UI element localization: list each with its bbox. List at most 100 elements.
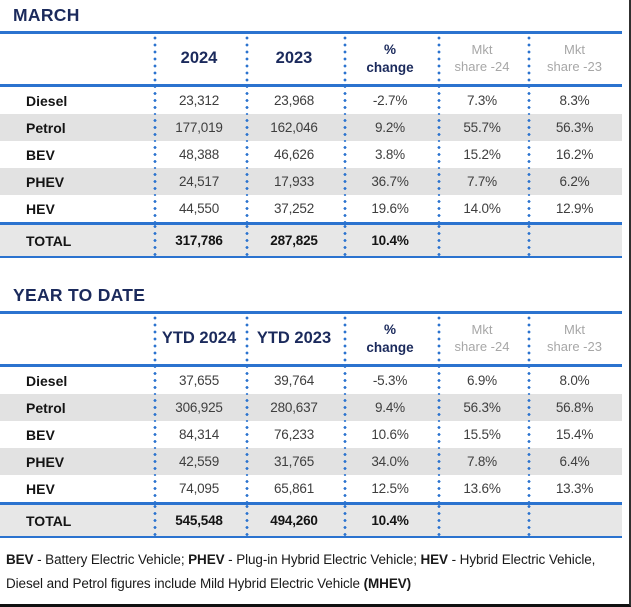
value-cell: 65,861 [245,475,343,502]
value-cell: 37,655 [153,367,245,394]
march-row-phev: PHEV 24,517 17,933 36.7% 7.7% 6.2% [0,168,622,195]
value-cell: 55.7% [437,114,527,141]
value-cell: 280,637 [245,394,343,421]
value-cell: 24,517 [153,168,245,195]
value-cell: 37,252 [245,195,343,222]
value-cell: 23,968 [245,87,343,114]
march-row-hev: HEV 44,550 37,252 19.6% 14.0% 12.9% [0,195,622,222]
corner-cell [0,34,153,84]
row-label: Diesel [26,372,68,389]
footnote: BEV - Battery Electric Vehicle; PHEV - P… [0,543,622,604]
value-cell: 10.4% [343,505,437,536]
value-cell: 56.3% [527,114,622,141]
value-cell: 39,764 [245,367,343,394]
ytd-row-phev: PHEV 42,559 31,765 34.0% 7.8% 6.4% [0,448,622,475]
footnote-text: - Hybrid Electric Vehicle, [447,552,596,567]
column-header: Mkt share -23 [527,34,622,84]
value-cell [527,505,622,536]
value-cell: 15.4% [527,421,622,448]
row-label: Petrol [26,399,66,416]
value-cell: 56.3% [437,394,527,421]
value-cell: 15.5% [437,421,527,448]
footnote-abbreviation: (MHEV) [363,575,412,591]
value-cell: -2.7% [343,87,437,114]
footnote-line: Diesel and Petrol figures include Mild H… [6,572,612,596]
march-table-title: MARCH [13,5,80,25]
figure-content: MARCH 2024 2023% change Mkt share -24 Mkt s… [0,5,622,604]
footnote-text: - Plug-in Hybrid Electric Vehicle; [224,552,421,567]
row-label: HEV [26,480,55,497]
value-cell: 76,233 [245,421,343,448]
value-cell: 42,559 [153,448,245,475]
column-header: % change [343,34,437,84]
value-cell: 7.8% [437,448,527,475]
ytd-row-diesel: Diesel 37,655 39,764 -5.3% 6.9% 8.0% [0,367,622,394]
march-header-row: 2024 2023% change Mkt share -24 Mkt share -… [0,31,622,87]
value-cell: 48,388 [153,141,245,168]
row-label: Petrol [26,119,66,136]
value-cell: 6.9% [437,367,527,394]
value-cell: 23,312 [153,87,245,114]
value-cell: 36.7% [343,168,437,195]
row-label: PHEV [26,453,65,470]
march-table-section: MARCH 2024 2023% change Mkt share -24 Mkt s… [0,5,622,258]
march-row-diesel: Diesel 23,312 23,968 -2.7% 7.3% 8.3% [0,87,622,114]
column-header: % change [343,314,437,364]
value-cell: 15.2% [437,141,527,168]
value-cell: 8.0% [527,367,622,394]
value-cell: 6.4% [527,448,622,475]
value-cell: 494,260 [245,505,343,536]
value-cell: 17,933 [245,168,343,195]
value-cell: 317,786 [153,225,245,256]
value-cell: 46,626 [245,141,343,168]
column-header: 2024 [153,34,245,84]
value-cell: 287,825 [245,225,343,256]
footnote-line: BEV - Battery Electric Vehicle; PHEV - P… [6,548,612,572]
value-cell: 84,314 [153,421,245,448]
value-cell: 306,925 [153,394,245,421]
value-cell: 56.8% [527,394,622,421]
value-cell: 12.9% [527,195,622,222]
value-cell: 177,019 [153,114,245,141]
value-cell: 10.6% [343,421,437,448]
corner-cell [0,314,153,364]
column-header: Mkt share -24 [437,34,527,84]
row-label: BEV [26,146,55,163]
march-row-petrol: Petrol 177,019 162,046 9.2% 55.7% 56.3% [0,114,622,141]
footnote-abbreviation: HEV [420,552,449,567]
column-header: YTD 2024 [153,314,245,364]
footnote-abbreviation: PHEV [188,552,225,567]
ytd-row-hev: HEV 74,095 65,861 12.5% 13.6% 13.3% [0,475,622,502]
footnote-abbreviation: BEV [6,552,34,567]
ytd-table: YTD 2024 YTD 2023% change Mkt share -24 Mkt… [0,311,622,538]
march-row-total: TOTAL 317,786 287,825 10.4% [0,222,622,258]
value-cell: 44,550 [153,195,245,222]
march-table: 2024 2023% change Mkt share -24 Mkt share -… [0,31,622,258]
column-header: 2023 [245,34,343,84]
value-cell: 12.5% [343,475,437,502]
value-cell: 16.2% [527,141,622,168]
ytd-row-total: TOTAL 545,548 494,260 10.4% [0,502,622,538]
value-cell: 14.0% [437,195,527,222]
value-cell: 7.7% [437,168,527,195]
value-cell: 13.3% [527,475,622,502]
ytd-header-row: YTD 2024 YTD 2023% change Mkt share -24 Mkt… [0,311,622,367]
march-row-bev: BEV 48,388 46,626 3.8% 15.2% 16.2% [0,141,622,168]
column-header: Mkt share -24 [437,314,527,364]
value-cell: 6.2% [527,168,622,195]
value-cell [527,225,622,256]
footnote-text: Diesel and Petrol figures include Mild H… [6,575,364,591]
ytd-table-title: YEAR TO DATE [13,285,146,305]
value-cell [437,225,527,256]
ytd-row-bev: BEV 84,314 76,233 10.6% 15.5% 15.4% [0,421,622,448]
value-cell: 3.8% [343,141,437,168]
value-cell: 9.4% [343,394,437,421]
row-label: BEV [26,426,55,443]
value-cell: 31,765 [245,448,343,475]
value-cell: 9.2% [343,114,437,141]
row-label: Diesel [26,92,68,109]
column-header: Mkt share -23 [527,314,622,364]
value-cell: -5.3% [343,367,437,394]
footnote-text: - Battery Electric Vehicle; [33,552,189,567]
